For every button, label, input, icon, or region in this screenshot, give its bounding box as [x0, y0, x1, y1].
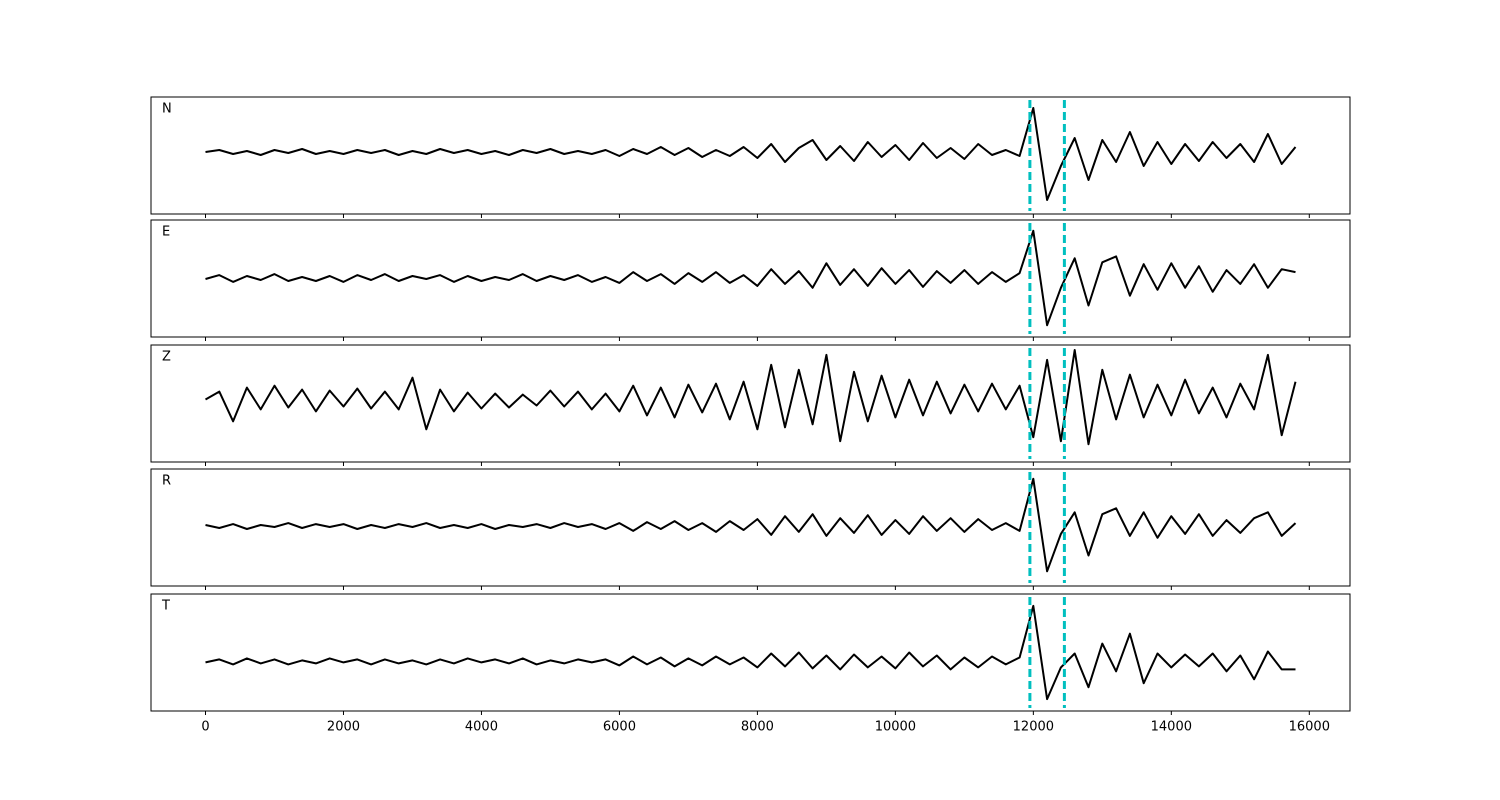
- trace: [205, 477, 1297, 573]
- x-tick-label: 6000: [603, 720, 636, 735]
- panel-frame: [150, 96, 1351, 215]
- panel-frame: [150, 344, 1351, 463]
- panel-label: Z: [162, 350, 171, 365]
- x-tick-label: 10000: [875, 720, 916, 735]
- trace: [205, 349, 1297, 446]
- panel-label: N: [162, 102, 172, 117]
- x-tick-label: 16000: [1289, 720, 1330, 735]
- trace: [205, 229, 1296, 327]
- panel-frame: [150, 219, 1351, 338]
- panel-label: E: [162, 225, 170, 240]
- trace: [205, 107, 1297, 201]
- trace: [205, 604, 1296, 701]
- x-tick-label: 8000: [741, 720, 774, 735]
- panel-frame: [150, 593, 1351, 712]
- x-tick-label: 4000: [465, 720, 498, 735]
- x-tick-label: 14000: [1151, 720, 1192, 735]
- panel-frame: [150, 468, 1351, 587]
- panel-label: T: [161, 599, 170, 614]
- x-tick-label: 0: [201, 720, 209, 735]
- x-tick-label: 2000: [327, 720, 360, 735]
- panel-label: R: [162, 474, 171, 489]
- x-tick-label: 12000: [1013, 720, 1054, 735]
